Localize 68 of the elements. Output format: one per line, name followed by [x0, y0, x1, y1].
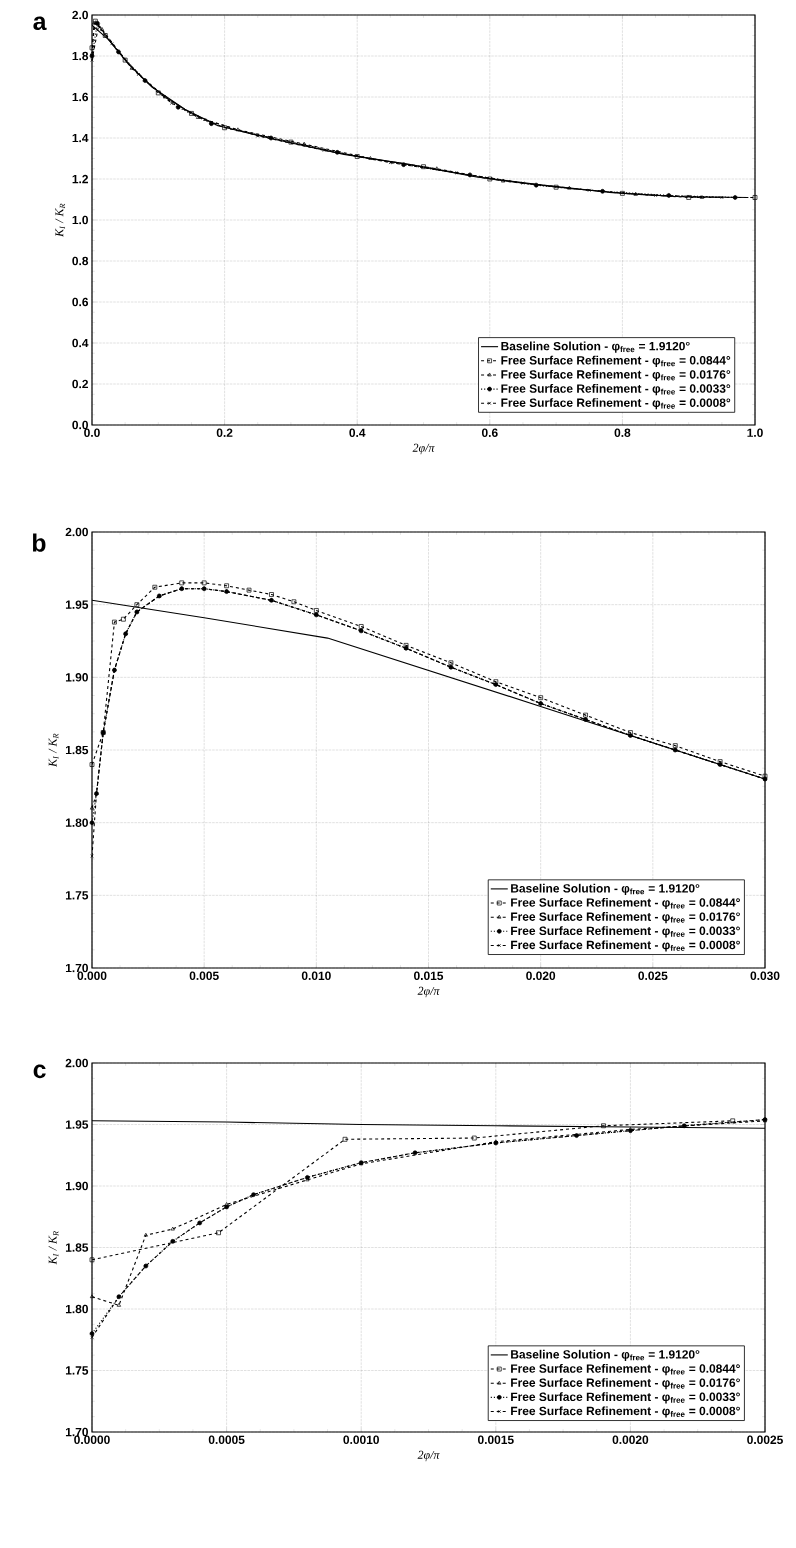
x-tick-label: 0.0015 [477, 1435, 514, 1444]
y-tick-label: 1.4 [72, 133, 89, 143]
legend-label: Free Surface Refinement - φ$_{free}$ = 0.0033° [511, 1392, 740, 1404]
y-tick-label: 2.00 [65, 527, 88, 537]
y-tick-label: 1.80 [65, 1304, 88, 1314]
legend-label: Free Surface Refinement - φ$_{free}$ = 0.0844° [511, 1363, 740, 1376]
legend-label: Free Surface Refinement - φ$_{free}$ = 0.0176° [511, 1378, 740, 1390]
legend-label: Free Surface Refinement - φ$_{free}$ = 0.0033° [511, 926, 740, 938]
y-tick-label: 1.8 [72, 51, 89, 61]
y-tick-label: 1.0 [72, 215, 88, 225]
y-tick-label: 1.90 [65, 673, 88, 682]
x-axis-title: 2φ/π [417, 986, 440, 998]
x-tick-label: 0.025 [638, 971, 668, 980]
legend-label: Free Surface Refinement - φ$_{free}$ = 0.0844° [511, 897, 740, 910]
y-tick-label: 1.85 [65, 1243, 89, 1252]
y-tick-label: 1.75 [65, 891, 89, 900]
y-tick-label: 1.95 [65, 600, 89, 609]
legend-label: Free Surface Refinement - φ$_{free}$ = 0.0008° [511, 1406, 740, 1418]
chart-title: b [32, 533, 46, 552]
y-tick-label: 1.2 [72, 174, 88, 184]
x-tick-label: 0.020 [526, 971, 556, 980]
y-tick-label: 0.2 [72, 379, 88, 389]
x-tick-label: 0.0025 [747, 1435, 783, 1444]
chart-title: c [33, 1064, 46, 1079]
chart-title: a [33, 16, 47, 31]
legend-label: Baseline Solution - φ$_{free}$ = 1.9120° [511, 1349, 700, 1361]
x-tick-label: 0.015 [414, 971, 444, 980]
x-tick-label: 0.030 [750, 971, 780, 981]
x-axis-title: 2φ/π [412, 443, 435, 455]
y-tick-label: 1.85 [65, 745, 89, 755]
x-tick-label: 0.4 [349, 428, 366, 437]
x-tick-label: 0.0000 [74, 1435, 110, 1444]
x-tick-label: 0.0010 [343, 1435, 379, 1444]
x-tick-label: 0.0005 [208, 1435, 245, 1444]
x-tick-label: 0.010 [301, 971, 331, 980]
legend-label: Baseline Solution - φ$_{free}$ = 1.9120° [511, 883, 700, 895]
y-tick-label: 1.90 [65, 1181, 88, 1191]
y-tick-label: 1.70 [65, 963, 88, 973]
legend-label: Free Surface Refinement - φ$_{free}$ = 0.0008° [501, 398, 731, 410]
y-tick-label: 1.95 [65, 1120, 89, 1129]
legend-label: Free Surface Refinement - φ$_{free}$ = 0.0176° [511, 912, 740, 924]
y-tick-label: 1.80 [65, 818, 88, 827]
y-axis-title: K$_{I}$ / K$_{R}$ [55, 203, 66, 238]
x-axis-title: 2φ/π [417, 1450, 440, 1462]
y-axis-title: K$_{I}$ / K$_{R}$ [48, 733, 59, 768]
x-tick-label: 0.2 [216, 428, 233, 437]
x-tick-label: 0.8 [614, 428, 631, 437]
y-axis-title: K$_{I}$ / K$_{R}$ [48, 1231, 59, 1265]
y-tick-label: 1.6 [72, 92, 89, 102]
x-tick-label: 0.6 [481, 428, 498, 437]
x-tick-label: 1.0 [747, 428, 763, 437]
legend-label: Free Surface Refinement - φ$_{free}$ = 0.0176° [501, 369, 731, 382]
y-tick-label: 2.0 [72, 10, 88, 20]
y-tick-label: 0.0 [72, 420, 88, 430]
x-tick-label: 0.000 [77, 971, 107, 980]
legend-label: Free Surface Refinement - φ$_{free}$ = 0.0033° [501, 384, 731, 396]
x-tick-label: 0.005 [189, 971, 219, 980]
x-tick-label: 0.0020 [612, 1435, 649, 1444]
y-tick-label: 0.4 [72, 338, 89, 348]
x-tick-label: 0.0 [84, 428, 100, 437]
y-tick-label: 1.70 [65, 1427, 88, 1437]
legend-label: Free Surface Refinement - φ$_{free}$ = 0.0008° [511, 940, 740, 952]
legend-label: Free Surface Refinement - φ$_{free}$ = 0.0844° [501, 355, 731, 367]
legend-label: Baseline Solution - φ$_{free}$ = 1.9120° [501, 341, 690, 353]
y-tick-label: 0.6 [72, 297, 89, 307]
y-tick-label: 1.75 [65, 1366, 89, 1375]
y-tick-label: 0.8 [72, 256, 89, 266]
y-tick-label: 2.00 [65, 1058, 88, 1068]
